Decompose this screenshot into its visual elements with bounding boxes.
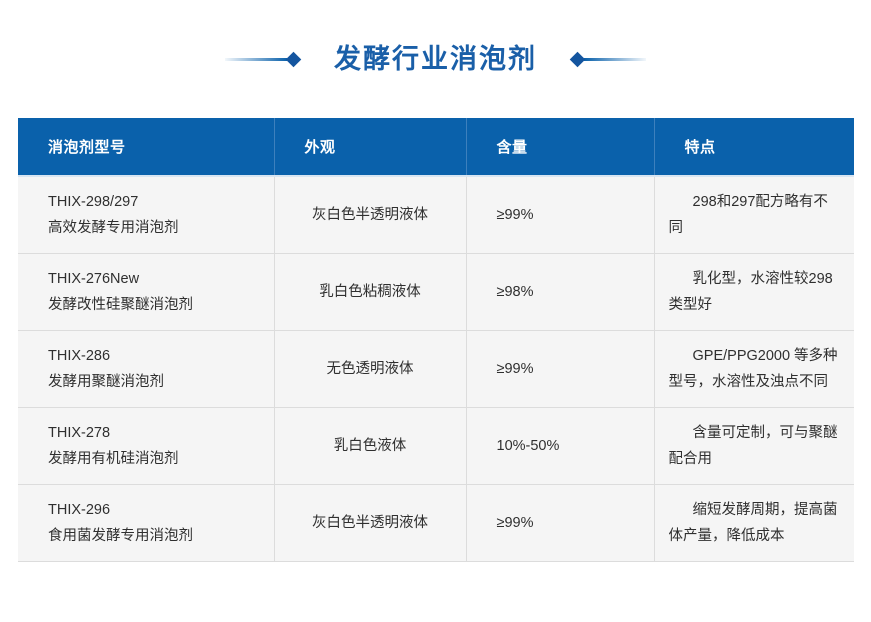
model-name: 食用菌发酵专用消泡剂 [48, 528, 193, 544]
model-code: THIX-278 [48, 425, 111, 441]
cell-appearance: 灰白色半透明液体 [274, 175, 467, 254]
cell-appearance: 灰白色半透明液体 [274, 484, 467, 562]
model-name: 发酵改性硅聚醚消泡剂 [48, 297, 193, 313]
ornament-line-icon [225, 57, 287, 61]
cell-appearance: 无色透明液体 [274, 330, 467, 408]
cell-features: GPE/PPG2000 等多种型号，水溶性及浊点不同 [654, 330, 854, 408]
cell-content: ≥99% [466, 175, 655, 254]
column-header-model: 消泡剂型号 [18, 118, 275, 176]
table-row: THIX-296 食用菌发酵专用消泡剂 灰白色半透明液体 ≥99% 缩短发酵周期… [18, 484, 854, 562]
cell-model: THIX-286 发酵用聚醚消泡剂 [18, 330, 275, 408]
column-header-appearance: 外观 [274, 118, 467, 176]
model-name: 发酵用有机硅消泡剂 [48, 451, 179, 467]
cell-appearance: 乳白色液体 [274, 407, 467, 485]
column-header-features: 特点 [654, 118, 854, 176]
cell-content: ≥99% [466, 484, 655, 562]
ornament-diamond-icon [569, 51, 586, 67]
cell-model: THIX-298/297 高效发酵专用消泡剂 [18, 175, 275, 254]
table-row: THIX-276New 发酵改性硅聚醚消泡剂 乳白色粘稠液体 ≥98% 乳化型，… [18, 253, 854, 331]
cell-features: 298和297配方略有不同 [654, 175, 854, 254]
cell-content: ≥99% [466, 330, 655, 408]
spec-table-wrapper: 消泡剂型号 外观 含量 特点 THIX-298/297 高效发酵专用消泡剂 灰白… [18, 118, 854, 562]
table-row: THIX-298/297 高效发酵专用消泡剂 灰白色半透明液体 ≥99% 298… [18, 175, 854, 254]
cell-appearance: 乳白色粘稠液体 [274, 253, 467, 331]
table-header-row: 消泡剂型号 外观 含量 特点 [18, 118, 854, 176]
cell-content: 10%-50% [466, 407, 655, 485]
model-code: THIX-276New [48, 271, 140, 287]
cell-features: 含量可定制，可与聚醚配合用 [654, 407, 854, 485]
page-title: 发酵行业消泡剂 [334, 43, 537, 74]
model-name: 发酵用聚醚消泡剂 [48, 374, 164, 390]
table-row: THIX-286 发酵用聚醚消泡剂 无色透明液体 ≥99% GPE/PPG200… [18, 330, 854, 408]
cell-model: THIX-278 发酵用有机硅消泡剂 [18, 407, 275, 485]
model-code: THIX-298/297 [48, 194, 139, 210]
cell-model: THIX-296 食用菌发酵专用消泡剂 [18, 484, 275, 562]
table-row: THIX-278 发酵用有机硅消泡剂 乳白色液体 10%-50% 含量可定制，可… [18, 407, 854, 485]
cell-content: ≥98% [466, 253, 655, 331]
cell-features: 缩短发酵周期，提高菌体产量，降低成本 [654, 484, 854, 562]
table-header: 消泡剂型号 外观 含量 特点 [18, 118, 854, 176]
table-body: THIX-298/297 高效发酵专用消泡剂 灰白色半透明液体 ≥99% 298… [18, 175, 854, 562]
defoamer-spec-table: 消泡剂型号 外观 含量 特点 THIX-298/297 高效发酵专用消泡剂 灰白… [18, 118, 854, 562]
title-ornament-left [225, 51, 302, 67]
model-code: THIX-296 [48, 502, 111, 518]
cell-features: 乳化型，水溶性较298 类型好 [654, 253, 854, 331]
column-header-content: 含量 [466, 118, 655, 176]
cell-model: THIX-276New 发酵改性硅聚醚消泡剂 [18, 253, 275, 331]
ornament-diamond-icon [285, 51, 302, 67]
model-name: 高效发酵专用消泡剂 [48, 220, 179, 236]
ornament-line-icon [584, 57, 646, 61]
model-code: THIX-286 [48, 348, 111, 364]
title-ornament-right [569, 51, 646, 67]
page-title-bar: 发酵行业消泡剂 [0, 36, 871, 82]
